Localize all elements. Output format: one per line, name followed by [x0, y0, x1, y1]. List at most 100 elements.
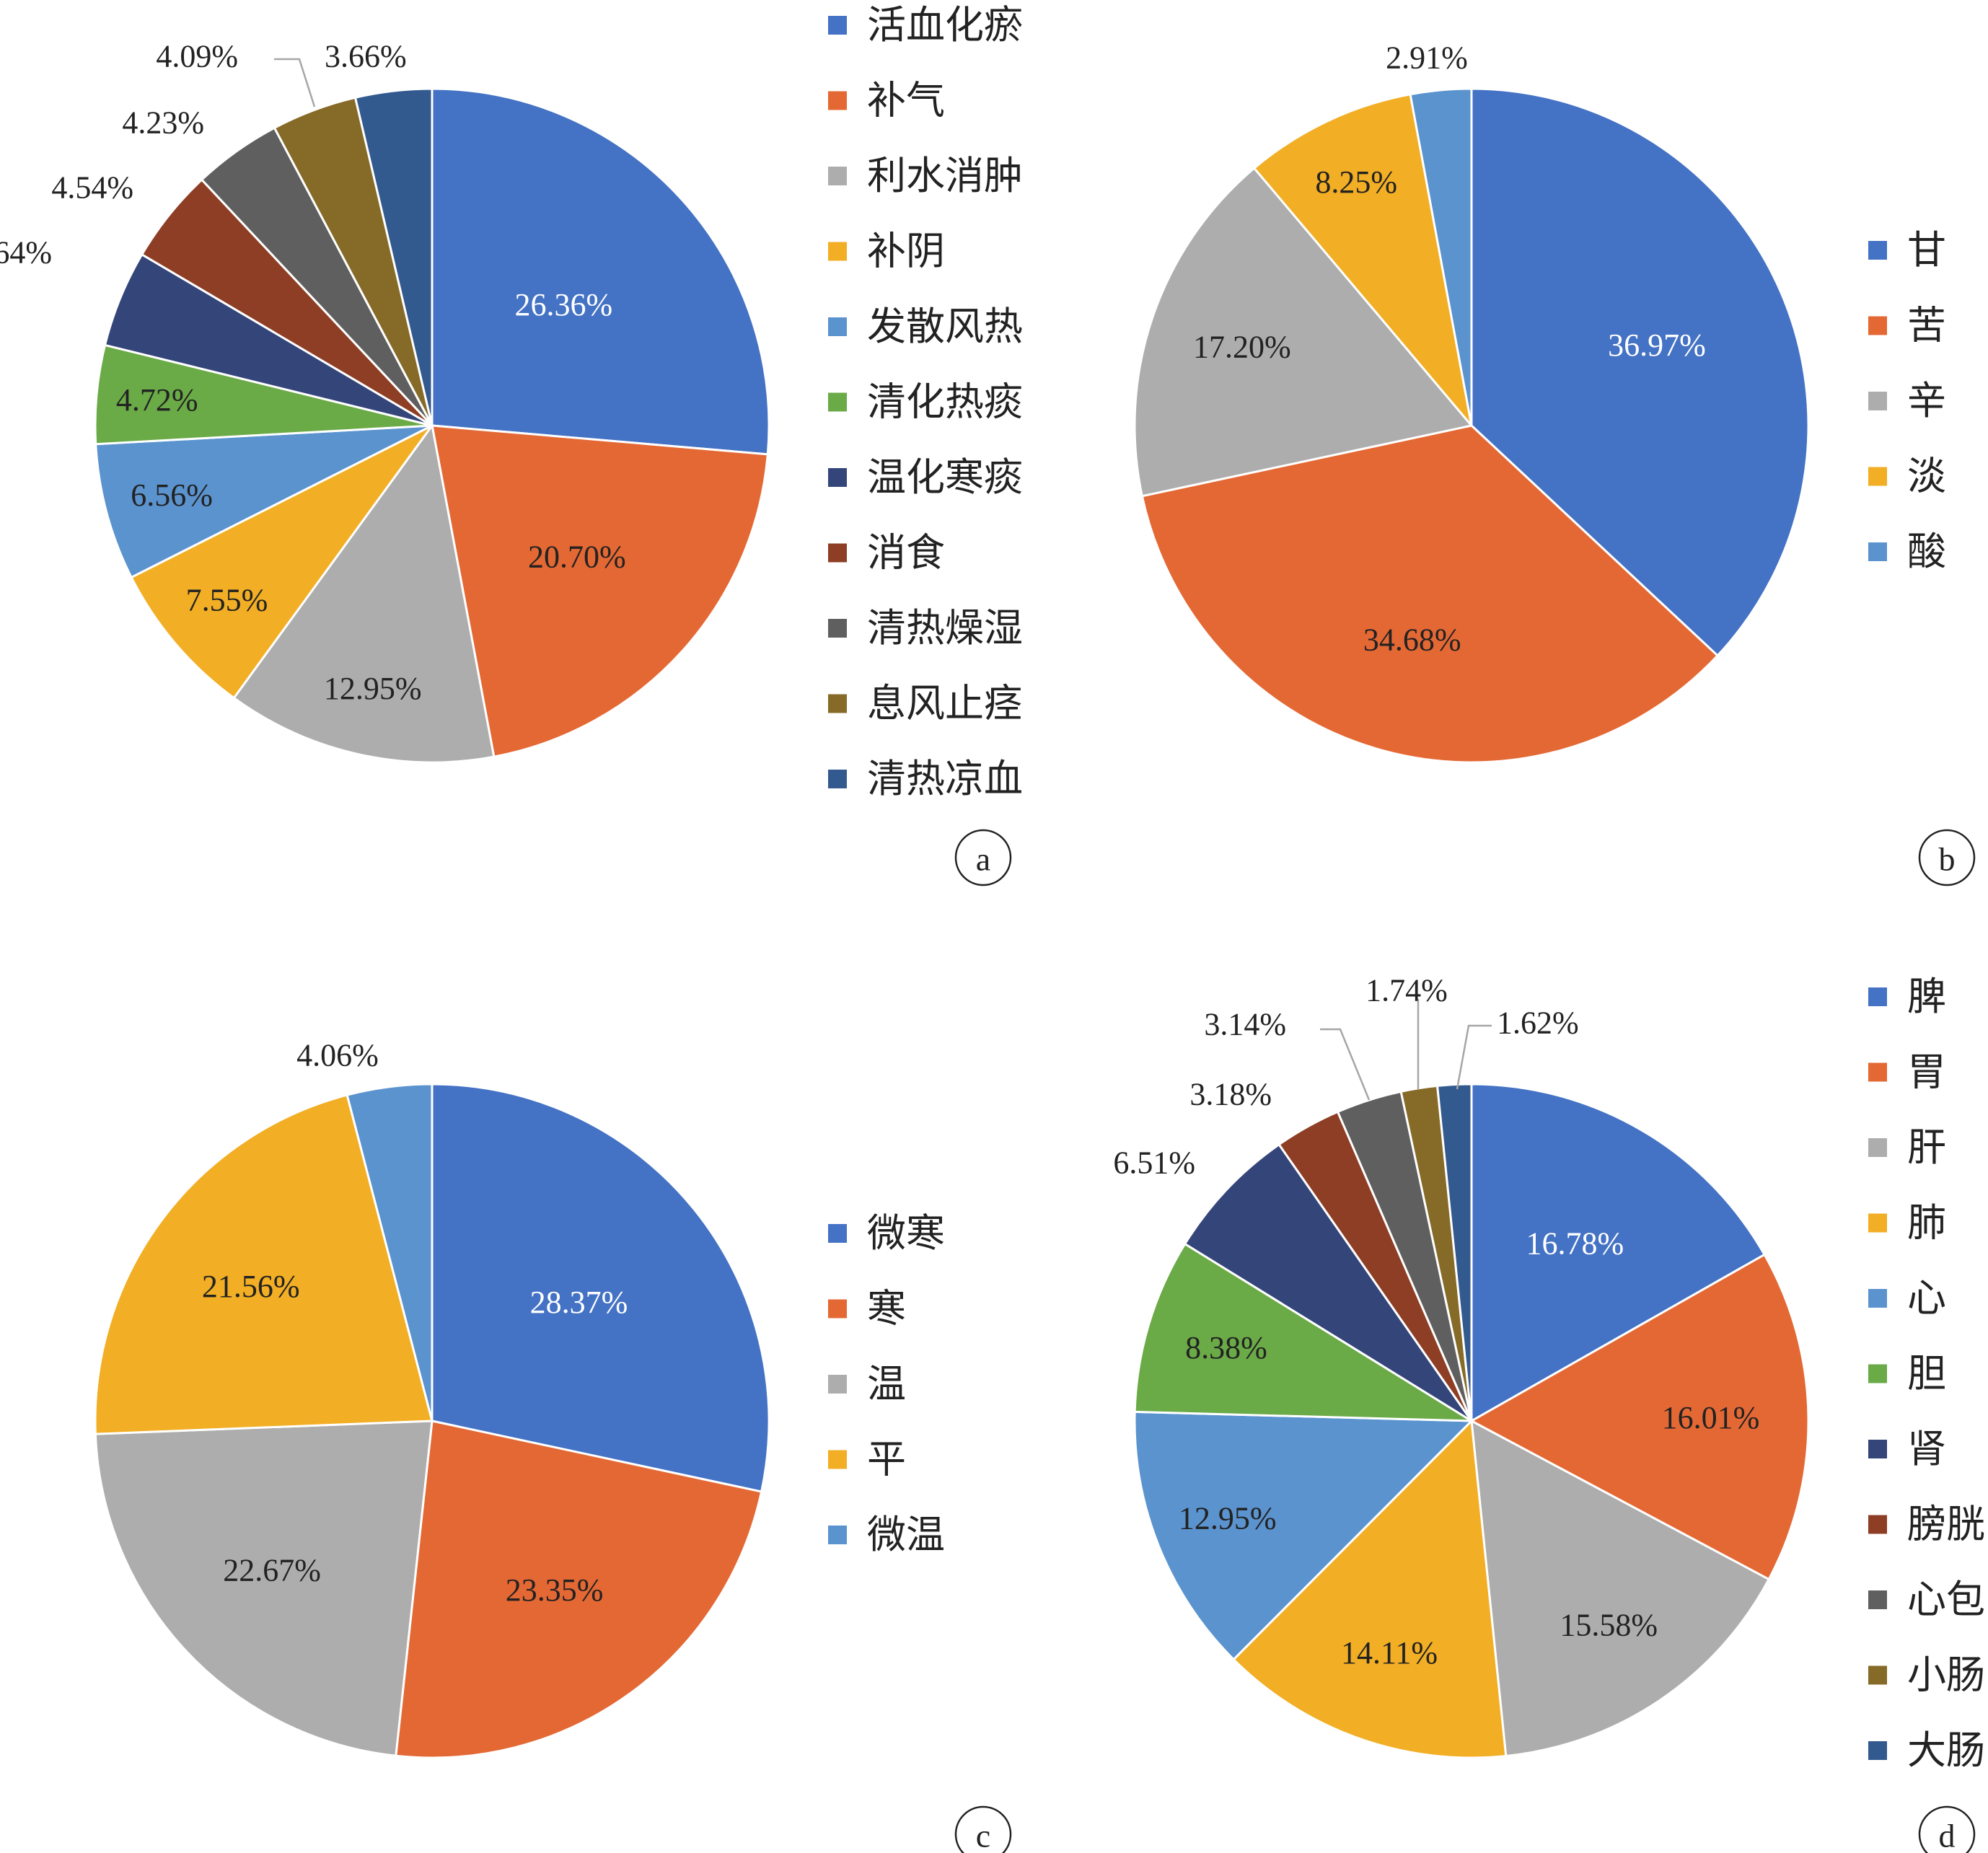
data-label-a-5: 6.56% — [131, 477, 213, 513]
panel-label-circle — [1918, 829, 1976, 886]
legend-label-c-1: 微寒 — [867, 1212, 945, 1255]
pie-slice-d-1 — [1470, 1083, 1766, 1422]
panel-label-d: d — [1918, 1805, 1976, 1853]
legend-swatch-c-3 — [828, 1375, 847, 1394]
pie-slice-a-1 — [431, 87, 770, 456]
pie-slice-d-2 — [1470, 1253, 1810, 1581]
legend-swatch-d-9 — [1868, 1590, 1887, 1609]
data-label-d-7: 6.51% — [1113, 1145, 1195, 1181]
legend-swatch-d-2 — [1868, 1062, 1887, 1082]
pie-slice-a-5 — [94, 424, 434, 578]
data-label-a-6: 4.72% — [116, 382, 198, 418]
data-label-d-6: 8.38% — [1185, 1330, 1267, 1365]
data-label-a-8: 4.54% — [51, 170, 133, 206]
legend-label-d-2: 胃 — [1907, 1051, 1946, 1094]
pie-slice-d-4 — [1232, 1420, 1508, 1759]
data-label-b-2: 34.68% — [1363, 622, 1461, 658]
legend-swatch-a-2 — [828, 91, 847, 110]
legend-swatch-c-1 — [828, 1224, 847, 1243]
pie-slice-c-5 — [346, 1083, 434, 1422]
legend-swatch-a-7 — [828, 468, 847, 487]
pie-slice-a-11 — [354, 87, 434, 427]
legend-label-c-2: 寒 — [867, 1288, 906, 1331]
legend-swatch-a-6 — [828, 392, 847, 412]
legend-swatch-d-1 — [1868, 987, 1887, 1006]
data-label-c-2: 23.35% — [506, 1572, 604, 1608]
data-label-a-10: 4.09% — [156, 39, 238, 74]
pie-slice-c-1 — [431, 1083, 770, 1493]
legend-label-d-7: 肾 — [1907, 1427, 1946, 1471]
legend-swatch-a-11 — [828, 770, 847, 788]
legend-label-a-4: 补阴 — [867, 230, 945, 273]
pie-slice-d-3 — [1470, 1420, 1770, 1758]
legend-swatch-d-5 — [1868, 1289, 1887, 1308]
legend-swatch-c-5 — [828, 1526, 847, 1544]
panel-letter: a — [976, 841, 990, 878]
legend-swatch-d-4 — [1868, 1213, 1887, 1233]
pie-slice-b-1 — [1470, 87, 1810, 657]
pie-chart-a: 26.36% 20.70% 12.95% 7.55% 6.56% 4.72% 4.64% 4.… — [0, 4, 1023, 886]
data-label-b-5: 2.91% — [1386, 40, 1468, 76]
legend-swatch-d-3 — [1868, 1138, 1887, 1157]
pie-slice-b-2 — [1140, 424, 1719, 764]
data-label-c-3: 22.67% — [223, 1553, 321, 1588]
legend-swatch-b-1 — [1868, 241, 1887, 260]
data-label-a-1: 26.36% — [514, 287, 612, 322]
panel-label-circle — [954, 1805, 1012, 1853]
legend-label-c-4: 平 — [867, 1438, 906, 1482]
pie-slice-a-3 — [232, 424, 496, 764]
legend-label-b-1: 甘 — [1907, 229, 1946, 272]
legend-swatch-d-6 — [1868, 1364, 1887, 1383]
pie-slice-a-2 — [431, 424, 769, 758]
legend-swatch-c-2 — [828, 1299, 847, 1319]
legend-swatch-b-2 — [1868, 316, 1887, 335]
pie-slice-b-5 — [1409, 87, 1473, 427]
legend-label-b-5: 酸 — [1907, 530, 1946, 573]
legend-label-a-7: 温化寒痰 — [867, 456, 1023, 499]
data-label-d-11: 1.62% — [1497, 1005, 1579, 1041]
legend-label-d-9: 心包 — [1907, 1578, 1985, 1621]
legend-label-a-6: 清化热痰 — [867, 381, 1023, 424]
pie-slice-d-6 — [1133, 1242, 1473, 1422]
legend-label-a-11: 清热凉血 — [867, 757, 1023, 801]
pie-slice-b-4 — [1253, 93, 1473, 427]
pie-slice-d-11 — [1436, 1083, 1473, 1422]
data-label-a-11: 3.66% — [325, 39, 407, 74]
pie-chart-d: 16.78% 16.01% 15.58% 14.11% 12.95% 8.38% 6.51%… — [1113, 973, 1985, 1853]
legend-swatch-d-7 — [1868, 1440, 1887, 1458]
data-label-c-4: 21.56% — [202, 1269, 300, 1304]
data-label-d-10: 1.74% — [1365, 973, 1448, 1008]
data-label-d-4: 14.11% — [1341, 1635, 1438, 1671]
legend-label-d-11: 大肠 — [1907, 1729, 1985, 1772]
legend-label-d-1: 脾 — [1907, 975, 1946, 1018]
panel-letter: d — [1939, 1818, 1956, 1853]
legend-swatch-a-3 — [828, 167, 847, 185]
data-label-d-5: 12.95% — [1179, 1501, 1277, 1536]
legend-label-d-10: 小肠 — [1907, 1654, 1985, 1697]
data-label-d-3: 15.58% — [1560, 1607, 1658, 1642]
data-label-a-3: 12.95% — [324, 671, 422, 706]
legend-swatch-a-5 — [828, 317, 847, 336]
leader-line-d-11 — [1456, 1024, 1492, 1090]
legend-label-a-5: 发散风热 — [867, 305, 1023, 348]
data-label-b-4: 8.25% — [1315, 164, 1397, 200]
leader-line-d-9 — [1320, 1028, 1371, 1101]
legend-label-a-10: 息风止痉 — [867, 682, 1023, 726]
data-label-b-3: 17.20% — [1193, 330, 1291, 365]
legend-swatch-d-10 — [1868, 1665, 1887, 1685]
legend-label-d-3: 肝 — [1907, 1126, 1946, 1169]
panel-label-circle — [954, 829, 1012, 886]
pie-slice-c-3 — [94, 1420, 434, 1757]
legend-label-a-3: 利水消肿 — [867, 154, 1023, 198]
pie-slice-c-2 — [395, 1420, 763, 1759]
legend-label-b-2: 苦 — [1907, 304, 1946, 348]
legend-label-d-5: 心 — [1907, 1277, 1946, 1320]
legend-label-d-6: 胆 — [1907, 1352, 1946, 1396]
legend-swatch-b-4 — [1868, 467, 1887, 486]
legend-label-a-2: 补气 — [867, 79, 945, 123]
pie-slice-c-4 — [94, 1093, 434, 1435]
